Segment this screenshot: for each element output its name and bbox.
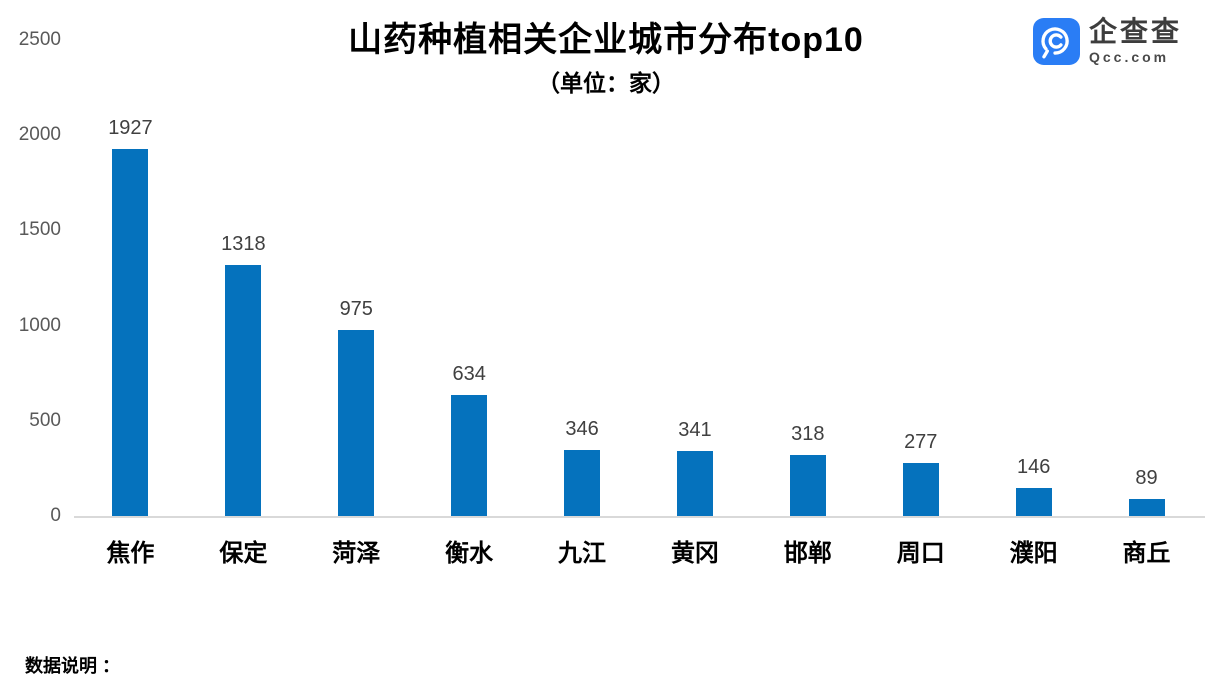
bar-value-label: 346 xyxy=(565,418,599,441)
bar-value-label: 89 xyxy=(1135,467,1158,490)
bar-黄冈 xyxy=(676,451,713,516)
bar-value-label: 318 xyxy=(791,423,825,446)
logo-domain: Qcc.com xyxy=(1088,49,1170,65)
x-axis-label: 九江 xyxy=(558,540,607,567)
bar-value-label: 975 xyxy=(339,298,373,321)
y-axis-label: 1500 xyxy=(18,219,61,241)
bar-value-label: 1927 xyxy=(108,117,153,140)
x-axis-label: 周口 xyxy=(896,540,945,567)
x-axis-label: 商丘 xyxy=(1122,540,1171,567)
y-axis-label: 2500 xyxy=(18,29,61,50)
y-axis-label: 2000 xyxy=(18,124,61,146)
x-axis-line xyxy=(74,516,1205,518)
x-axis-label: 焦作 xyxy=(106,540,155,567)
logo-text: 企查查 Qcc.com xyxy=(1088,16,1182,66)
y-axis-label: 1000 xyxy=(18,314,61,336)
bar-周口 xyxy=(902,463,939,516)
y-axis-label: 0 xyxy=(50,505,61,526)
bar-value-label: 634 xyxy=(452,363,486,386)
chart-subtitle: （单位：家） xyxy=(537,70,675,96)
qcc-magnifier-icon xyxy=(1032,17,1080,65)
x-axis-label: 黄冈 xyxy=(670,540,719,567)
bar-衡水 xyxy=(451,395,488,516)
bar-九江 xyxy=(564,450,601,516)
bar-value-label: 1318 xyxy=(221,233,266,256)
chart-title: 山药种植相关企业城市分布top10 xyxy=(348,21,864,59)
bar-保定 xyxy=(225,265,262,516)
x-axis-label: 邯郸 xyxy=(783,540,832,567)
bar-邯郸 xyxy=(789,455,826,516)
data-notes: 数据说明 ： 1、仅统计企业名、品牌产品、经营范围含“山药种植”的在业、存续企业… xyxy=(25,586,593,698)
bar-菏泽 xyxy=(338,330,375,516)
bar-商丘 xyxy=(1128,499,1165,516)
x-axis-label: 衡水 xyxy=(445,540,494,567)
notes-heading: 数据说明 ： xyxy=(25,656,121,676)
x-axis-label: 濮阳 xyxy=(1009,540,1058,567)
bar-value-label: 277 xyxy=(904,431,938,454)
qcc-logo: 企查查 Qcc.com xyxy=(1032,16,1182,66)
x-axis-label: 菏泽 xyxy=(332,540,381,567)
bar-焦作 xyxy=(112,149,149,516)
bar-濮阳 xyxy=(1015,488,1052,516)
plot-area: 1927 焦作 1318 保定 975 菏泽 634 衡水 346 九江 341 黄冈 318 邯郸 277… xyxy=(74,40,1205,567)
bar-value-label: 146 xyxy=(1016,456,1051,479)
y-axis: 2500 2000 1500 1000 500 0 xyxy=(0,29,61,526)
logo-name: 企查查 xyxy=(1088,16,1182,47)
y-axis-label: 500 xyxy=(29,409,61,431)
bar-value-label: 341 xyxy=(678,419,712,442)
x-axis-label: 保定 xyxy=(219,540,268,567)
